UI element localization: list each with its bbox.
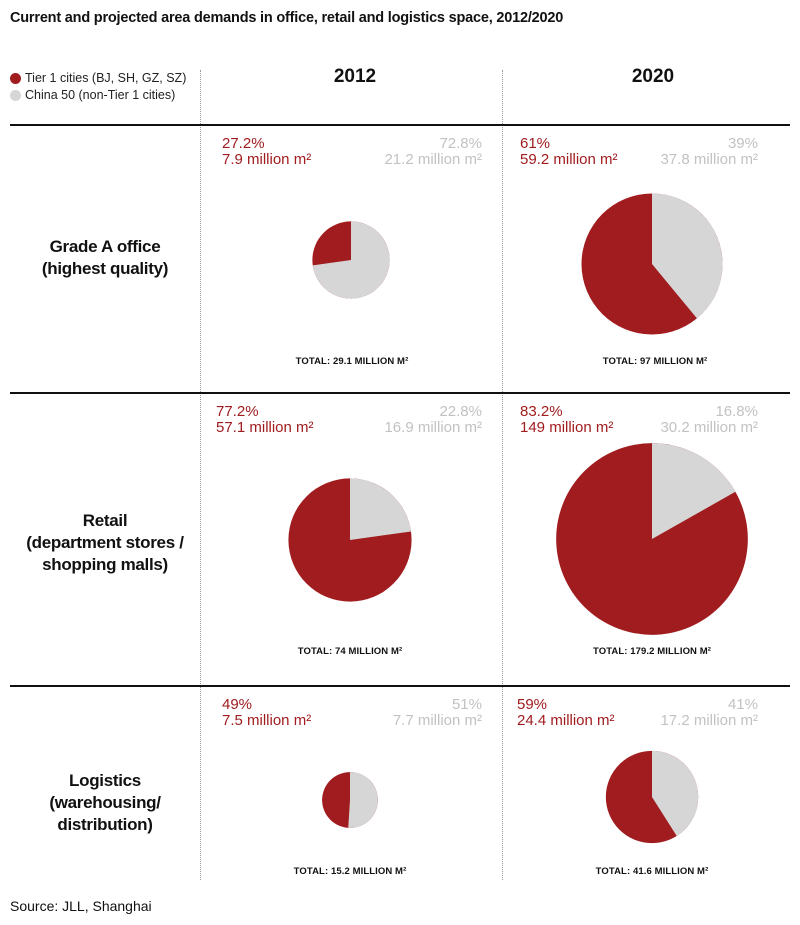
tier1-pct: 61% (520, 135, 551, 152)
pie-slice-other-grade-2012 (312, 221, 390, 299)
row-label-line: Logistics (69, 771, 141, 790)
other-area: 17.2 million m² (660, 712, 758, 729)
year-header-2012: 2012 (333, 66, 377, 87)
chart-title: Current and projected area demands in of… (10, 10, 564, 26)
total-label-logistics-2012: TOTAL: 15.2 MILLION M² (293, 866, 407, 877)
legend-label-tier1: Tier 1 cities (BJ, SH, GZ, SZ) (25, 71, 187, 85)
tier1-label-office-2020: 61% 59.2 million m² (520, 136, 618, 168)
other-pct: 16.8% (715, 403, 758, 420)
tier1-pct: 77.2% (216, 403, 259, 420)
tier1-label-logistics-2012: 49% 7.5 million m² (222, 697, 311, 729)
total-label-logistics-2020: TOTAL: 41.6 MILLION M² (595, 866, 709, 877)
tier1-label-retail-2012: 77.2% 57.1 million m² (216, 404, 314, 436)
row-label-line: (warehousing/ (49, 793, 161, 812)
tier1-area: 7.5 million m² (222, 712, 312, 729)
other-area: 16.9 million m² (384, 419, 482, 436)
total-label-retail-2020: TOTAL: 179.2 MILLION M² (592, 646, 712, 657)
tier1-pct: 83.2% (520, 403, 563, 420)
tier1-label-retail-2020: 83.2% 149 million m² (520, 404, 613, 436)
other-pct: 22.8% (439, 403, 482, 420)
other-label-logistics-2020: 41% 17.2 million m² (660, 697, 758, 729)
legend-item-other: China 50 (non-Tier 1 cities) (10, 87, 186, 104)
total-label-office-2012: TOTAL: 29.1 MILLION M² (295, 356, 409, 367)
other-label-retail-2012: 22.8% 16.9 million m² (384, 404, 482, 436)
row-divider-logistics (10, 685, 790, 687)
other-pct: 39% (727, 135, 758, 152)
row-label-line: Grade A office (49, 237, 161, 256)
row-label-logistics: Logistics (warehousing/ distribution) (10, 770, 200, 836)
legend-label-other: China 50 (non-Tier 1 cities) (25, 88, 176, 102)
pie-slice-other-grade-2020 (652, 193, 723, 319)
row-label-retail: Retail (department stores / shopping mal… (10, 510, 200, 576)
column-divider-right (502, 70, 503, 880)
other-area: 37.8 million m² (660, 151, 758, 168)
tier1-area: 57.1 million m² (216, 419, 314, 436)
tier1-pct: 49% (222, 696, 253, 713)
row-label-line: Retail (82, 511, 128, 530)
legend-swatch-tier1 (10, 73, 21, 84)
row-label-line: (department stores / (26, 533, 184, 552)
row-label-line: (highest quality) (41, 259, 169, 278)
other-pct: 51% (451, 696, 482, 713)
other-pct: 41% (727, 696, 758, 713)
tier1-area: 149 million m² (520, 419, 614, 436)
pie-slice-other-logistics-2020 (652, 750, 699, 836)
other-label-office-2020: 39% 37.8 million m² (660, 136, 758, 168)
other-label-office-2012: 72.8% 21.2 million m² (384, 136, 482, 168)
tier1-area: 59.2 million m² (520, 151, 618, 168)
pie-slice-other-retail-2012 (350, 478, 411, 540)
other-pct: 72.8% (439, 135, 482, 152)
other-label-retail-2020: 16.8% 30.2 million m² (660, 404, 758, 436)
other-area: 30.2 million m² (660, 419, 758, 436)
tier1-area: 7.9 million m² (222, 151, 312, 168)
year-header-2020: 2020 (631, 66, 675, 87)
other-label-logistics-2012: 51% 7.7 million m² (393, 697, 482, 729)
legend: Tier 1 cities (BJ, SH, GZ, SZ) China 50 … (10, 70, 186, 104)
tier1-label-office-2012: 27.2% 7.9 million m² (222, 136, 311, 168)
source-note: Source: JLL, Shanghai (10, 898, 152, 914)
tier1-label-logistics-2020: 59% 24.4 million m² (517, 697, 615, 729)
other-area: 21.2 million m² (384, 151, 482, 168)
row-divider-office (10, 124, 790, 126)
tier1-pct: 27.2% (222, 135, 265, 152)
pie-slice-other-logistics-2012 (348, 772, 378, 828)
legend-swatch-other (10, 90, 21, 101)
pie-slice-other-retail-2020 (652, 443, 736, 539)
legend-item-tier1: Tier 1 cities (BJ, SH, GZ, SZ) (10, 70, 186, 87)
row-label-office: Grade A office (highest quality) (10, 236, 200, 280)
tier1-area: 24.4 million m² (517, 712, 615, 729)
other-area: 7.7 million m² (392, 712, 482, 729)
total-label-office-2020: TOTAL: 97 MILLION M² (602, 356, 708, 367)
total-label-retail-2012: TOTAL: 74 MILLION M² (297, 646, 403, 657)
column-divider-left (200, 70, 201, 880)
tier1-pct: 59% (517, 696, 548, 713)
row-divider-retail (10, 392, 790, 394)
row-label-line: distribution) (57, 815, 153, 834)
row-label-line: shopping malls) (42, 555, 168, 574)
